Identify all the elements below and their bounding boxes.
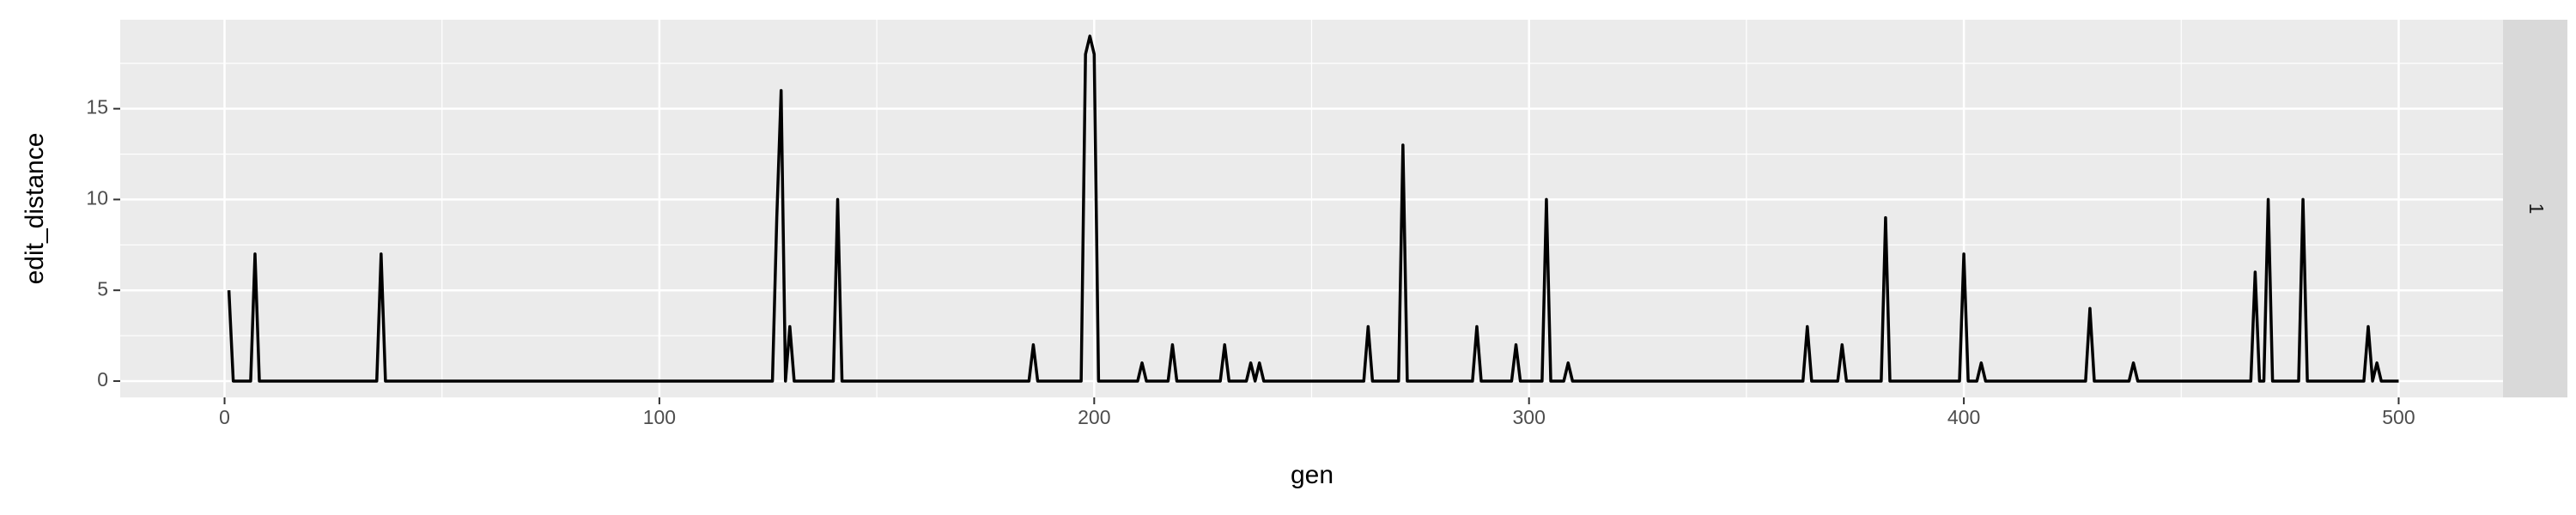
x-tick-label: 100 bbox=[643, 406, 676, 428]
x-tick-label: 200 bbox=[1078, 406, 1110, 428]
y-tick-label: 10 bbox=[86, 187, 108, 209]
data-line bbox=[227, 34, 2399, 383]
y-tick-label: 0 bbox=[97, 368, 108, 391]
y-tick-label: 15 bbox=[86, 96, 108, 118]
x-tick-label: 300 bbox=[1513, 406, 1546, 428]
y-tick-label: 5 bbox=[97, 277, 108, 300]
x-tick-label: 400 bbox=[1947, 406, 1980, 428]
facet-strip bbox=[2503, 20, 2567, 397]
x-tick-label: 500 bbox=[2382, 406, 2415, 428]
y-axis-title: edit_distance bbox=[21, 133, 49, 285]
facet-label: 1 bbox=[2525, 203, 2548, 215]
x-tick-label: 0 bbox=[219, 406, 230, 428]
x-axis-title: gen bbox=[1291, 461, 1334, 489]
